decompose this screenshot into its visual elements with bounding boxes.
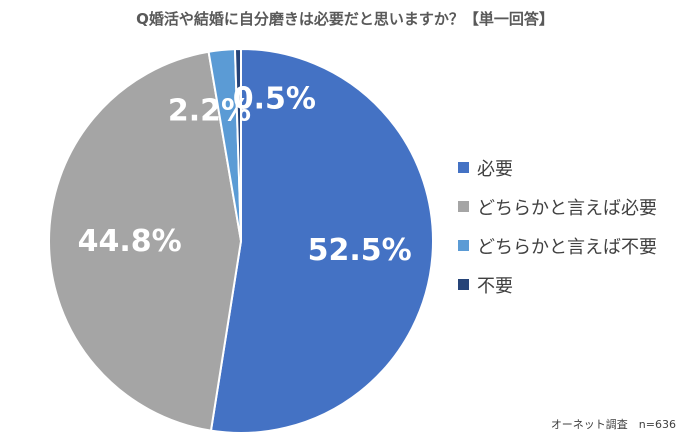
legend-swatch-1 [458,201,469,212]
pie-slice-0 [209,47,434,434]
pie-slice-1 [48,50,243,432]
legend-item-0: 必要 [458,148,657,187]
legend-swatch-3 [458,279,469,290]
chart-title: Q婚活や結婚に自分磨きは必要だと思いますか？【単一回答】 [136,10,554,28]
pie-slice-3 [233,47,242,242]
legend-item-3: 不要 [458,265,657,304]
legend-item-1: どちらかと言えば必要 [458,187,657,226]
legend-label-0: 必要 [477,158,513,180]
data-label-0: 52.5% [308,233,412,268]
legend-label-3: 不要 [477,275,513,297]
legend-item-2: どちらかと言えば不要 [458,226,657,265]
legend: 必要 どちらかと言えば必要 どちらかと言えば不要 不要 [458,148,657,304]
legend-label-1: どちらかと言えば必要 [477,197,657,219]
source-note: オーネット調査 n=636 [550,418,676,431]
legend-swatch-2 [458,240,469,251]
legend-label-2: どちらかと言えば不要 [477,236,657,258]
legend-swatch-0 [458,162,469,173]
data-label-3: 0.5% [233,81,316,116]
data-label-1: 44.8% [78,224,182,259]
